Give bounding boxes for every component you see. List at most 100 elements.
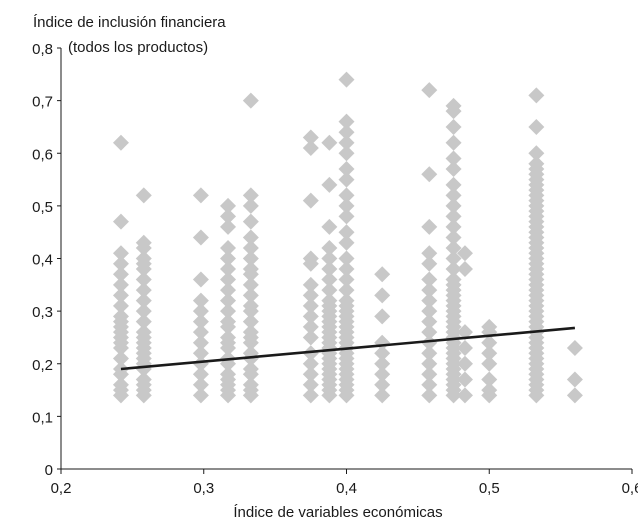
- data-point: [112, 134, 129, 151]
- data-point: [321, 250, 338, 267]
- axes: 0 0,1 0,2 0,3 0,4 0,5 0,6 0,7 0,8 0,2 0,3 0,4 0,5 0,6: [32, 41, 638, 497]
- data-point: [112, 287, 129, 304]
- data-point: [445, 150, 462, 167]
- data-point: [321, 292, 338, 309]
- data-point: [302, 139, 319, 156]
- data-point: [338, 282, 355, 299]
- data-point: [321, 218, 338, 235]
- data-point: [220, 313, 237, 330]
- data-point: [112, 255, 129, 272]
- data-point: [135, 234, 152, 251]
- data-point: [445, 218, 462, 235]
- data-point: [445, 176, 462, 193]
- data-point: [338, 134, 355, 151]
- data-point: [421, 255, 438, 272]
- data-point: [242, 361, 259, 378]
- y-axis-title-line-1: Índice de inclusión financiera: [33, 14, 226, 31]
- data-point: [338, 250, 355, 267]
- data-point: [135, 324, 152, 341]
- data-point: [242, 187, 259, 204]
- data-point: [338, 187, 355, 204]
- data-point: [220, 329, 237, 346]
- y-tick-label: 0: [45, 462, 53, 479]
- data-point: [302, 366, 319, 383]
- data-point: [112, 308, 129, 325]
- data-point: [135, 303, 152, 320]
- data-point: [421, 271, 438, 288]
- data-point: [445, 118, 462, 135]
- data-point: [302, 345, 319, 362]
- data-point: [112, 276, 129, 293]
- data-point: [302, 355, 319, 372]
- data-point: [566, 387, 583, 404]
- data-point: [302, 250, 319, 267]
- data-point: [192, 292, 209, 309]
- data-point: [421, 82, 438, 99]
- data-point: [135, 282, 152, 299]
- data-point: [528, 145, 545, 162]
- x-tick-label: 0,4: [336, 480, 357, 497]
- data-point: [374, 308, 391, 325]
- x-tick-label: 0,5: [479, 480, 500, 497]
- data-point: [338, 113, 355, 130]
- y-tick-label: 0,3: [32, 304, 53, 321]
- data-point: [220, 208, 237, 225]
- data-point: [481, 371, 498, 388]
- data-point: [421, 245, 438, 262]
- data-point: [302, 129, 319, 146]
- x-tick-label: 0,6: [622, 480, 638, 497]
- data-point: [192, 376, 209, 393]
- data-point: [242, 313, 259, 330]
- y-axis-title-line-2: (todos los productos): [68, 39, 208, 56]
- data-point: [374, 266, 391, 283]
- data-point: [421, 345, 438, 362]
- data-point: [112, 266, 129, 283]
- data-point: [112, 350, 129, 367]
- data-point: [338, 224, 355, 241]
- data-point: [135, 371, 152, 388]
- data-point: [445, 97, 462, 114]
- data-point: [192, 366, 209, 383]
- y-tick-label: 0,8: [32, 41, 53, 58]
- data-point: [528, 87, 545, 104]
- data-point: [192, 271, 209, 288]
- data-point: [421, 303, 438, 320]
- y-tick-label: 0,4: [32, 252, 53, 269]
- x-tick-label: 0,2: [51, 480, 72, 497]
- data-point: [220, 366, 237, 383]
- data-point: [220, 250, 237, 267]
- data-point: [321, 134, 338, 151]
- data-point: [374, 376, 391, 393]
- data-point: [528, 155, 545, 172]
- data-point: [220, 261, 237, 278]
- data-point: [302, 329, 319, 346]
- data-point: [302, 376, 319, 393]
- data-point: [192, 313, 209, 330]
- trend-line-group: [120, 326, 576, 371]
- data-point: [481, 334, 498, 351]
- data-point: [421, 313, 438, 330]
- data-point: [456, 324, 473, 341]
- data-point: [135, 292, 152, 309]
- data-point: [374, 345, 391, 362]
- x-tick-label: 0,3: [193, 480, 214, 497]
- data-point: [242, 324, 259, 341]
- data-point: [242, 239, 259, 256]
- data-point: [242, 213, 259, 230]
- data-point: [220, 218, 237, 235]
- data-point: [338, 71, 355, 88]
- data-point: [445, 239, 462, 256]
- y-tick-label: 0,5: [32, 199, 53, 216]
- data-point: [374, 287, 391, 304]
- data-point: [338, 171, 355, 188]
- data-point: [135, 271, 152, 288]
- data-point: [220, 197, 237, 214]
- data-point: [192, 324, 209, 341]
- data-point: [220, 303, 237, 320]
- data-point: [302, 192, 319, 209]
- data-point: [445, 229, 462, 246]
- y-tick-label: 0,1: [32, 409, 53, 426]
- data-point: [302, 276, 319, 293]
- data-point: [445, 161, 462, 178]
